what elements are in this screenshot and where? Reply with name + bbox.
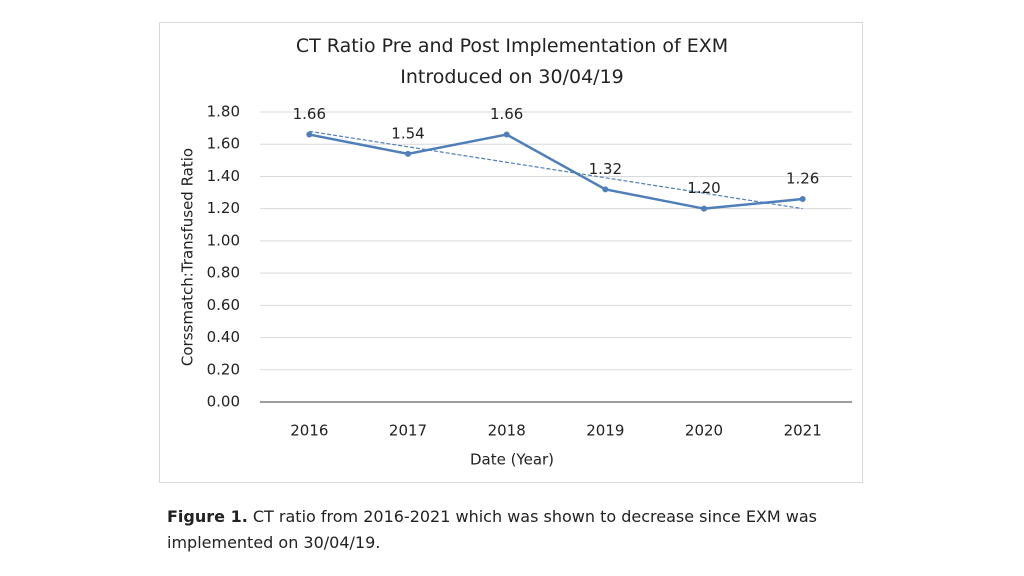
y-tick-label: 1.60: [207, 135, 240, 153]
y-tick-label: 0.40: [207, 328, 240, 346]
y-tick-label: 1.80: [207, 103, 240, 121]
y-tick-label: 0.20: [207, 360, 240, 378]
x-tick-label: 2021: [784, 422, 822, 440]
data-label: 1.54: [391, 124, 424, 142]
figure-caption: Figure 1. CT ratio from 2016-2021 which …: [167, 504, 867, 556]
data-point: [405, 150, 411, 157]
y-tick-label: 1.40: [207, 167, 240, 185]
data-point: [602, 186, 609, 193]
chart-title: CT Ratio Pre and Post Implementation of …: [295, 35, 729, 88]
y-axis-title: Corssmatch:Transfused Ratio: [179, 148, 197, 366]
caption-label: Figure 1.: [167, 507, 248, 526]
x-tick-label: 2019: [586, 422, 624, 440]
y-tick-label: 1.00: [207, 231, 240, 249]
data-label: 1.66: [293, 105, 326, 123]
x-axis-title: Date (Year): [470, 451, 554, 469]
x-tick-label: 2018: [488, 422, 526, 440]
y-tick-label: 0.60: [207, 296, 240, 314]
y-tick-label: 1.20: [207, 199, 240, 217]
caption-text: CT ratio from 2016-2021 which was shown …: [167, 507, 818, 552]
data-point: [799, 196, 806, 202]
trendline: [309, 130, 803, 210]
x-tick-label: 2017: [389, 422, 427, 440]
y-tick-label: 0.00: [207, 393, 240, 411]
data-label: 1.26: [786, 170, 819, 188]
data-label: 1.32: [589, 160, 622, 178]
x-tick-label: 2020: [685, 422, 723, 440]
chart-frame: [159, 22, 863, 483]
data-point: [701, 205, 707, 212]
data-label: 1.20: [687, 179, 720, 197]
data-line: [309, 133, 803, 210]
data-point: [306, 131, 313, 138]
y-tick-label: 0.80: [207, 264, 240, 282]
x-tick-label: 2016: [290, 422, 328, 440]
data-label: 1.66: [490, 105, 523, 123]
data-point: [503, 131, 510, 138]
